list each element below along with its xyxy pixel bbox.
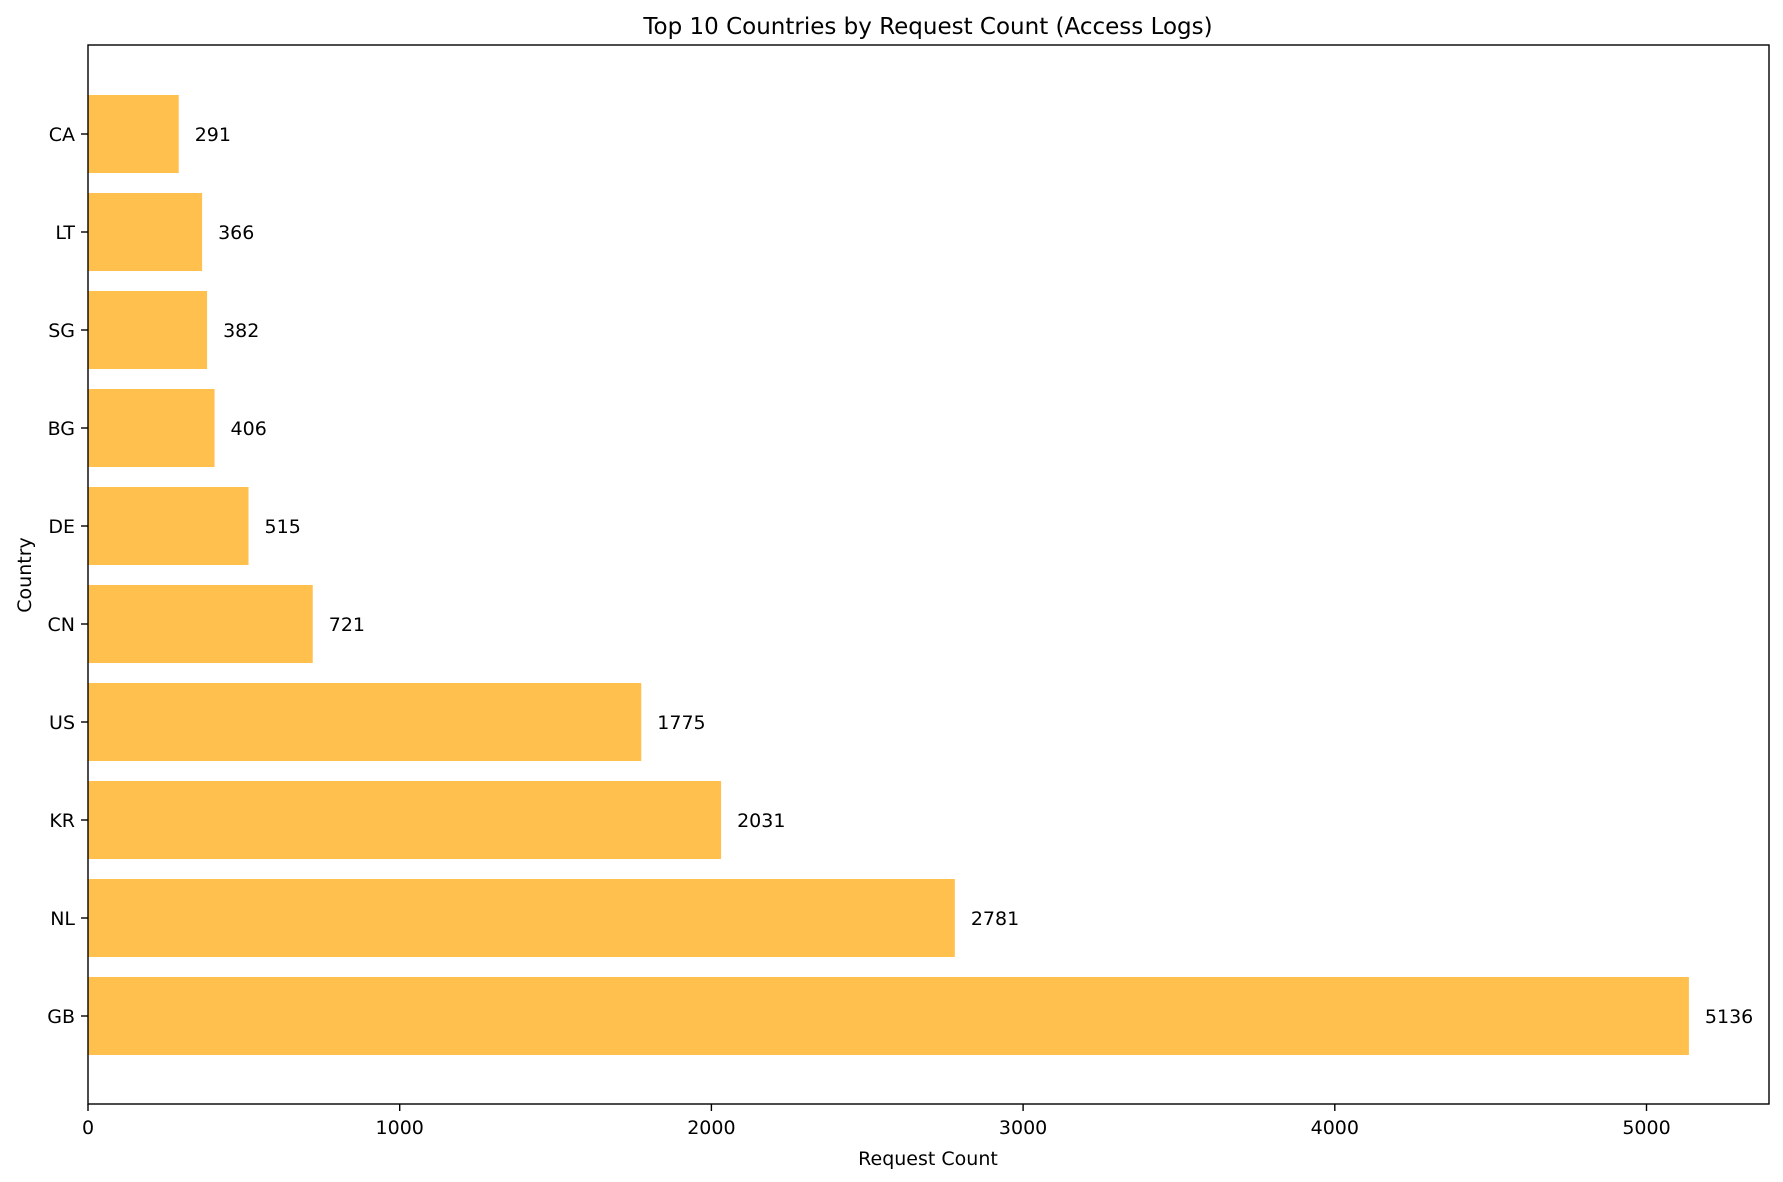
bar-cn	[88, 585, 313, 663]
value-label-cn: 721	[329, 614, 365, 636]
bar-gb	[88, 977, 1689, 1055]
value-label-sg: 382	[223, 320, 259, 342]
value-labels-group: 5136 2781 2031 1775 721 515 406 382 366 291	[195, 124, 1754, 1028]
y-tick-label-ca: CA	[49, 124, 75, 146]
x-tick-label-5000: 5000	[1622, 1117, 1670, 1139]
x-tick-label-4000: 4000	[1311, 1117, 1359, 1139]
y-tick-label-kr: KR	[49, 810, 75, 832]
value-label-kr: 2031	[737, 810, 785, 832]
x-axis-ticks: 0 1000 2000 3000 4000 5000	[82, 1104, 1671, 1139]
y-tick-label-bg: BG	[48, 418, 75, 440]
x-axis-label: Request Count	[858, 1148, 998, 1170]
bar-sg	[88, 291, 208, 369]
value-label-bg: 406	[231, 418, 267, 440]
y-tick-label-gb: GB	[47, 1006, 75, 1028]
bar-kr	[88, 781, 722, 859]
x-tick-label-3000: 3000	[999, 1117, 1047, 1139]
x-tick-label-2000: 2000	[687, 1117, 735, 1139]
y-axis-ticks: GB NL KR US CN DE BG SG LT CA	[47, 124, 88, 1028]
value-label-gb: 5136	[1705, 1006, 1753, 1028]
y-tick-label-sg: SG	[48, 320, 75, 342]
bar-us	[88, 683, 642, 761]
value-label-lt: 366	[218, 222, 254, 244]
plot-area-frame	[87, 44, 1770, 1105]
x-tick-label-0: 0	[82, 1117, 94, 1139]
value-label-ca: 291	[195, 124, 231, 146]
chart-title: Top 10 Countries by Request Count (Acces…	[642, 14, 1212, 40]
y-tick-label-cn: CN	[48, 614, 75, 636]
bar-bg	[88, 389, 215, 467]
bars-group	[88, 95, 1689, 1055]
value-label-de: 515	[265, 516, 301, 538]
y-axis-label: Country	[14, 537, 36, 612]
y-tick-label-us: US	[49, 712, 75, 734]
bar-nl	[88, 879, 955, 957]
y-tick-label-de: DE	[48, 516, 75, 538]
bar-ca	[88, 95, 179, 173]
value-label-nl: 2781	[971, 908, 1019, 930]
bar-lt	[88, 193, 203, 271]
y-tick-label-lt: LT	[55, 222, 75, 244]
bar-de	[88, 487, 249, 565]
y-tick-label-nl: NL	[50, 908, 75, 930]
value-label-us: 1775	[657, 712, 705, 734]
x-tick-label-1000: 1000	[376, 1117, 424, 1139]
